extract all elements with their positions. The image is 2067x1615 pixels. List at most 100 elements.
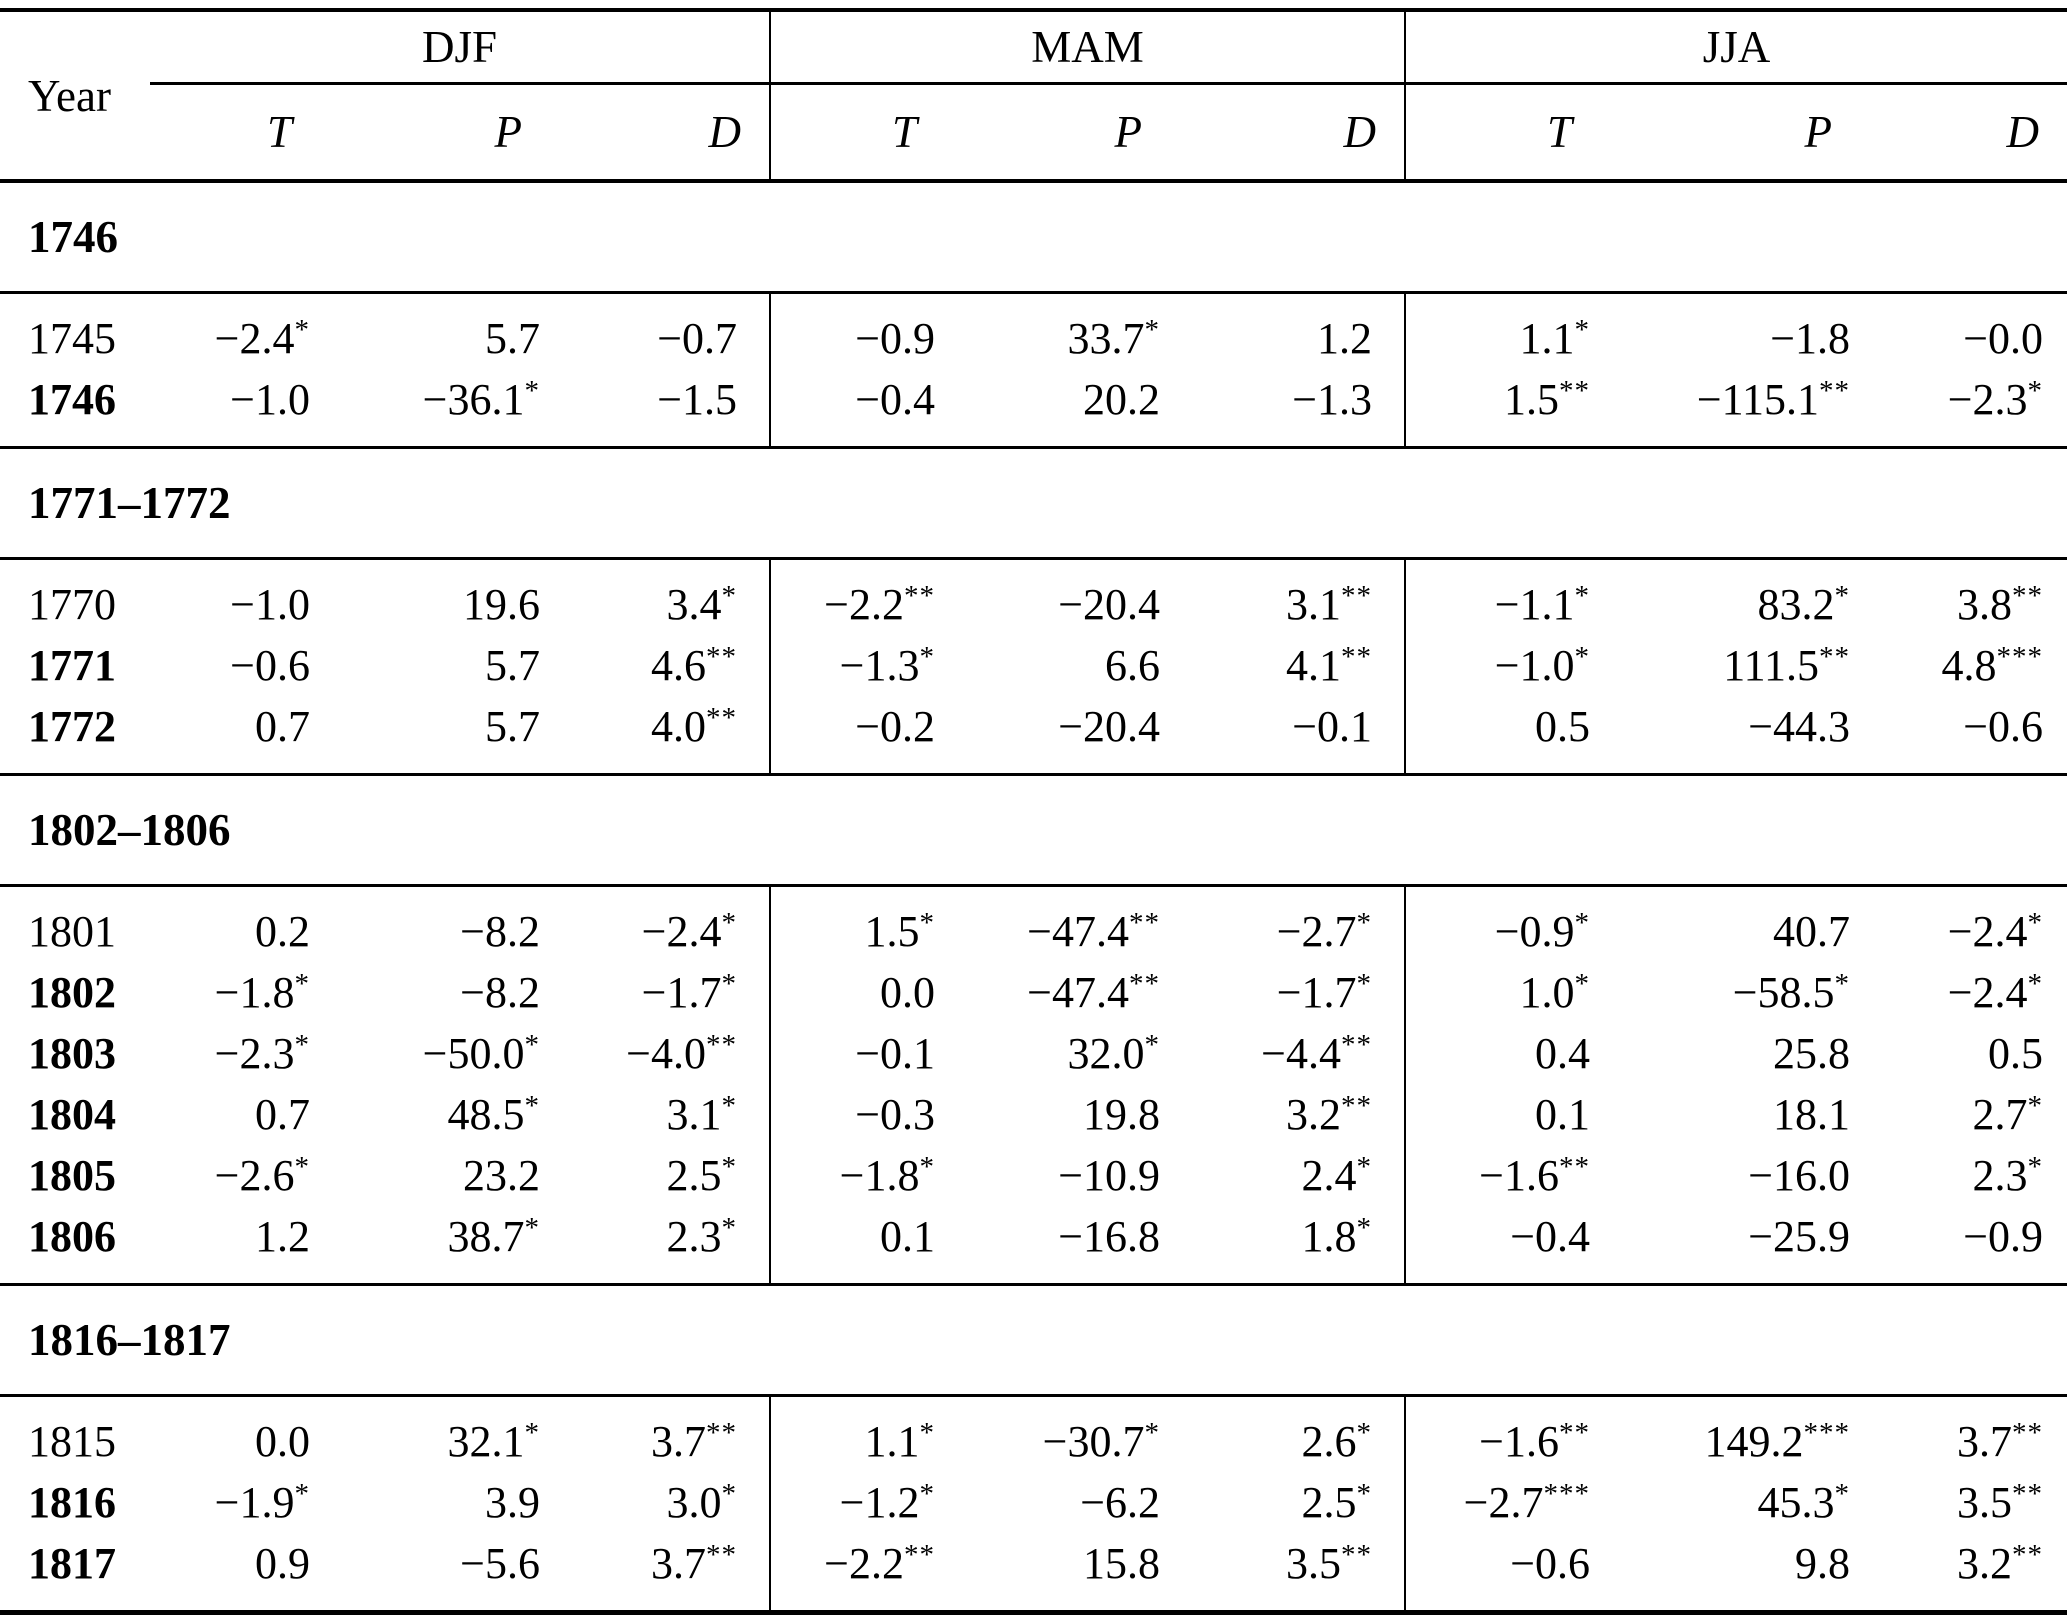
value-cell: 3.7** bbox=[1957, 1417, 2044, 1466]
section-row: 1816–1817 bbox=[0, 1283, 2067, 1397]
significance-stars: ** bbox=[2012, 1539, 2044, 1571]
section-title: 1802–1806 bbox=[0, 773, 2067, 887]
significance-stars: * bbox=[2027, 375, 2044, 407]
value-cell: 1.2 bbox=[255, 1212, 310, 1261]
significance-stars: * bbox=[1574, 907, 1591, 939]
table-row: 1804 0.7 48.5* 3.1* −0.3 19.8 3.2** 0.1 18.1 2.7* bbox=[0, 1084, 2067, 1145]
value-cell: −1.1* bbox=[1494, 580, 1591, 629]
value-cell: −47.4** bbox=[1027, 968, 1161, 1017]
value-cell: 33.7* bbox=[1067, 314, 1161, 363]
table-row: 1745 −2.4* 5.7 −0.7 −0.9 33.7* 1.2 1.1* −1.8 −0.0 bbox=[0, 292, 2067, 369]
value-cell: 2.7* bbox=[1972, 1090, 2044, 1139]
sub-header-row: T P D T P D T P D bbox=[0, 83, 2067, 183]
value-cell: 3.7** bbox=[550, 1395, 772, 1472]
significance-stars: * bbox=[721, 907, 738, 939]
value-cell: 0.0 bbox=[880, 968, 936, 1017]
value-cell: −1.7* bbox=[550, 962, 772, 1023]
value-cell: 4.1** bbox=[1170, 635, 1407, 696]
column-header-mam-d: D bbox=[1170, 83, 1407, 183]
significance-stars: ** bbox=[1559, 1151, 1591, 1183]
value-cell: 3.2** bbox=[1957, 1539, 2044, 1588]
value-cell: −47.4** bbox=[1027, 907, 1161, 956]
value-cell: −1.5 bbox=[550, 369, 772, 448]
year-cell: 1805 bbox=[28, 1151, 116, 1200]
table-body: 1746 1745 −2.4* 5.7 −0.7 −0.9 33.7* 1.2 1.1* −1.8… bbox=[0, 181, 2067, 1613]
significance-stars: * bbox=[524, 1417, 540, 1449]
significance-stars: * bbox=[919, 1151, 936, 1183]
value-cell: 4.0** bbox=[550, 696, 772, 775]
value-cell: 1.0* bbox=[1519, 968, 1591, 1017]
value-cell: 2.4* bbox=[1170, 1145, 1407, 1206]
significance-stars: * bbox=[1144, 1029, 1161, 1061]
value-cell: −2.7*** bbox=[1463, 1478, 1591, 1527]
value-cell: −10.9 bbox=[1058, 1151, 1161, 1200]
value-cell: 1.8* bbox=[1170, 1206, 1407, 1285]
value-cell: 20.2 bbox=[1083, 375, 1161, 424]
value-cell: 25.8 bbox=[1773, 1029, 1851, 1078]
value-cell: −2.4* bbox=[1947, 968, 2044, 1017]
table-row: 1816 −1.9* 3.9 3.0* −1.2* −6.2 2.5* −2.7*** 45.3… bbox=[0, 1472, 2067, 1533]
value-cell: 0.1 bbox=[1535, 1090, 1591, 1139]
significance-stars: * bbox=[1356, 1417, 1373, 1449]
value-cell: 0.5 bbox=[1535, 702, 1591, 751]
significance-stars: * bbox=[919, 1478, 936, 1510]
column-header-jja-p: P bbox=[1600, 83, 1861, 183]
table-row: 1802 −1.8* −8.2 −1.7* 0.0 −47.4** −1.7* 1.0* −58… bbox=[0, 962, 2067, 1023]
value-cell: 3.5** bbox=[1170, 1533, 1407, 1613]
significance-stars: * bbox=[721, 1151, 738, 1183]
value-cell: 111.5** bbox=[1723, 641, 1851, 690]
column-header-mam-t: T bbox=[770, 83, 946, 183]
significance-stars: * bbox=[1834, 968, 1851, 1000]
value-cell: −2.7* bbox=[1170, 885, 1407, 962]
significance-stars: * bbox=[294, 968, 310, 1000]
value-cell: 9.8 bbox=[1795, 1539, 1851, 1588]
significance-stars: * bbox=[1144, 314, 1161, 346]
significance-stars: ** bbox=[1819, 641, 1851, 673]
value-cell: 2.3* bbox=[1972, 1151, 2044, 1200]
value-cell: 1.5** bbox=[1504, 375, 1591, 424]
significance-stars: ** bbox=[705, 1417, 738, 1449]
value-cell: 149.2*** bbox=[1704, 1417, 1851, 1466]
significance-stars: * bbox=[721, 1090, 738, 1122]
significance-stars: ** bbox=[1341, 580, 1373, 612]
value-cell: −0.2 bbox=[855, 702, 936, 751]
value-cell: 2.6* bbox=[1170, 1395, 1407, 1472]
value-cell: −0.9 bbox=[855, 314, 936, 363]
value-cell: 15.8 bbox=[1083, 1539, 1161, 1588]
value-cell: 0.2 bbox=[255, 907, 310, 956]
column-header-year: Year bbox=[0, 10, 150, 183]
significance-stars: *** bbox=[1543, 1478, 1591, 1510]
value-cell: −0.3 bbox=[855, 1090, 936, 1139]
value-cell: 2.5* bbox=[550, 1145, 772, 1206]
value-cell: −8.2 bbox=[460, 968, 540, 1017]
year-cell: 1815 bbox=[28, 1417, 116, 1466]
value-cell: −0.4 bbox=[855, 375, 936, 424]
significance-stars: * bbox=[721, 1212, 738, 1244]
significance-stars: * bbox=[1356, 1212, 1373, 1244]
value-cell: −50.0* bbox=[422, 1029, 540, 1078]
significance-stars: ** bbox=[1128, 968, 1161, 1000]
significance-stars: ** bbox=[903, 580, 936, 612]
seasonal-anomaly-table: Year DJF MAM JJA T P D T P D T P D 1746 1… bbox=[0, 8, 2067, 1615]
significance-stars: * bbox=[1356, 1478, 1373, 1510]
section-row: 1802–1806 bbox=[0, 773, 2067, 887]
value-cell: 3.8** bbox=[1957, 580, 2044, 629]
value-cell: −30.7* bbox=[1042, 1417, 1161, 1466]
value-cell: −36.1* bbox=[422, 375, 540, 424]
significance-stars: * bbox=[1574, 641, 1591, 673]
value-cell: 0.7 bbox=[255, 702, 310, 751]
value-cell: 4.8*** bbox=[1941, 641, 2044, 690]
year-cell: 1802 bbox=[28, 968, 116, 1017]
section-row: 1746 bbox=[0, 181, 2067, 294]
value-cell: 0.9 bbox=[255, 1539, 310, 1588]
value-cell: −1.0* bbox=[1494, 641, 1591, 690]
column-group-mam: MAM bbox=[770, 10, 1407, 85]
value-cell: 19.8 bbox=[1083, 1090, 1161, 1139]
paper-table-page: Year DJF MAM JJA T P D T P D T P D 1746 1… bbox=[0, 8, 2067, 1615]
significance-stars: ** bbox=[1341, 1090, 1373, 1122]
value-cell: 0.1 bbox=[880, 1212, 936, 1261]
value-cell: 23.2 bbox=[463, 1151, 540, 1200]
group-header-row: Year DJF MAM JJA bbox=[0, 10, 2067, 183]
value-cell: −1.3 bbox=[1170, 369, 1407, 448]
value-cell: 0.4 bbox=[1535, 1029, 1591, 1078]
